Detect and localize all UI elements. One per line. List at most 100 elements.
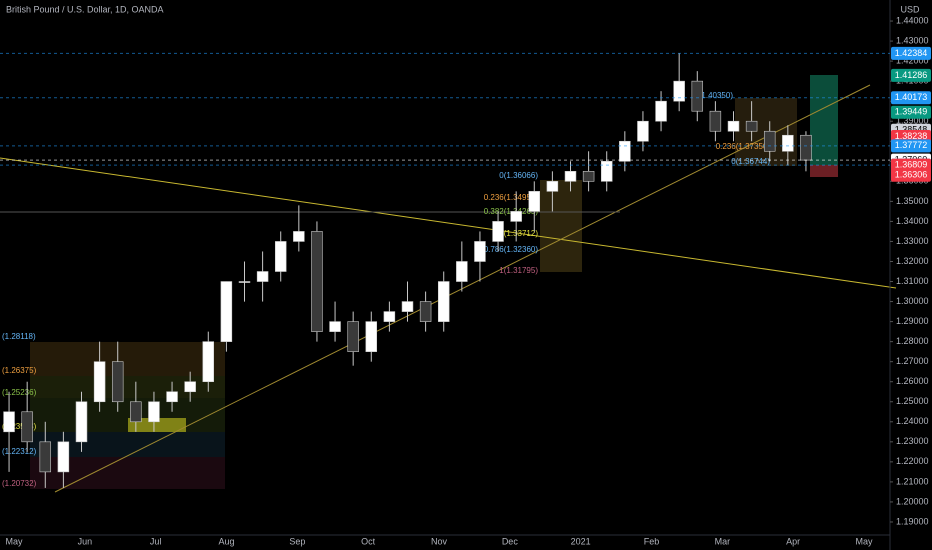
x-tick-label: Feb: [644, 536, 660, 546]
candle-body: [3, 411, 15, 433]
price-marker: [891, 68, 931, 82]
x-tick-label: May: [855, 536, 873, 546]
y-tick-label: 1.32000: [896, 256, 929, 266]
candle-body: [202, 341, 215, 383]
fib-label: (1.26375): [2, 366, 37, 375]
x-tick-label: Jun: [78, 536, 93, 546]
y-tick-label: 1.28000: [896, 336, 929, 346]
fib-label: 0(1.36744): [731, 157, 770, 166]
target-zone: [810, 75, 838, 165]
candle-body: [329, 321, 341, 332]
candle-body: [93, 361, 106, 403]
candle-body: [637, 120, 649, 142]
candle-body: [75, 401, 88, 443]
candle-body: [21, 411, 33, 443]
y-tick-label: 1.34000: [896, 216, 929, 226]
candle-body: [256, 271, 269, 282]
y-tick-label: 1.27000: [896, 356, 929, 366]
candle-body: [655, 100, 667, 122]
candle-body: [474, 241, 486, 262]
fib-label: (1.23553): [2, 422, 37, 431]
candle-body: [456, 261, 468, 282]
candle-body: [619, 140, 631, 162]
fib-label: (1.28118): [2, 332, 36, 341]
x-tick-label: Jul: [150, 536, 162, 546]
x-tick-label: Oct: [361, 536, 376, 546]
candle-body: [528, 191, 541, 212]
candle-body: [745, 120, 758, 132]
y-tick-label: 1.23000: [896, 436, 929, 446]
candle-body: [492, 221, 504, 242]
fib-label: (1.25236): [2, 388, 37, 397]
fib-label: 0.5(1.33712): [493, 229, 539, 238]
candle-body: [727, 120, 740, 132]
candle-body: [709, 110, 722, 132]
y-tick-label: 1.39000: [896, 116, 929, 126]
candle-body: [673, 80, 685, 102]
fib-label: (1.20732): [2, 479, 37, 488]
price-label: 1.36809: [895, 160, 928, 170]
y-tick-label: 1.43000: [896, 35, 929, 45]
candle-body: [437, 281, 450, 322]
x-tick-label: Apr: [786, 536, 800, 546]
candle-body: [347, 321, 359, 352]
fib-label: 0.236(1.34953): [484, 193, 539, 202]
candle-body: [130, 401, 142, 423]
trend-line: [0, 157, 897, 289]
fib-band: [30, 342, 225, 376]
price-label: 1.38238: [895, 131, 928, 141]
candle-body: [763, 130, 776, 152]
candle-body: [582, 171, 595, 182]
candle-body: [220, 281, 233, 342]
candle-body: [510, 211, 522, 222]
chart-title: British Pound / U.S. Dollar, 1D, OANDA: [6, 4, 164, 14]
candle-body: [546, 181, 559, 192]
y-tick-label: 1.26000: [896, 376, 929, 386]
fib-label: (1.22312): [2, 447, 37, 456]
x-tick-label: 2021: [571, 536, 591, 546]
candle-body: [365, 321, 378, 352]
x-tick-label: Mar: [715, 536, 731, 546]
candle-body: [564, 171, 577, 182]
x-tick-label: Aug: [218, 536, 234, 546]
candle-body: [111, 361, 124, 403]
candle-body: [238, 281, 251, 283]
y-tick-label: 1.30000: [896, 296, 929, 306]
price-label: 1.37772: [895, 140, 928, 150]
fib-label: 0(1.36066): [499, 171, 538, 180]
candle-body: [419, 301, 432, 322]
candle-body: [166, 391, 178, 403]
price-label: 1.38548: [895, 125, 928, 135]
stop-zone: [810, 165, 838, 177]
candle-body: [184, 381, 196, 393]
candle-body: [401, 301, 414, 312]
candle-body: [383, 311, 396, 322]
candle-body: [691, 80, 704, 112]
y-tick-label: 1.33000: [896, 236, 929, 246]
y-tick-label: 1.25000: [896, 396, 929, 406]
y-tick-label: 1.35000: [896, 196, 929, 206]
price-label: 1.41286: [895, 70, 928, 80]
y-tick-label: 1.42000: [896, 55, 929, 65]
x-tick-label: May: [5, 536, 23, 546]
y-tick-label: 1.22000: [896, 456, 929, 466]
y-tick-label: 1.29000: [896, 316, 929, 326]
candle-body: [39, 441, 52, 473]
y-tick-label: 1.19000: [896, 516, 929, 526]
fib-band: [30, 398, 225, 432]
candle-body: [800, 134, 812, 161]
price-marker: [891, 139, 931, 153]
x-tick-label: Nov: [431, 536, 448, 546]
price-label: 1.36306: [895, 170, 928, 180]
axis-unit: USD: [900, 4, 920, 14]
y-tick-label: 1.21000: [896, 476, 929, 486]
candle-body: [274, 241, 287, 272]
price-label: 1.42384: [895, 48, 928, 58]
candle-body: [293, 231, 305, 242]
fib-label: 0.236(1.37350): [716, 142, 771, 151]
candle-body: [57, 441, 70, 473]
price-marker: [891, 158, 931, 172]
candle-body: [600, 161, 613, 182]
fib-label: 1(1.31795): [499, 266, 538, 275]
